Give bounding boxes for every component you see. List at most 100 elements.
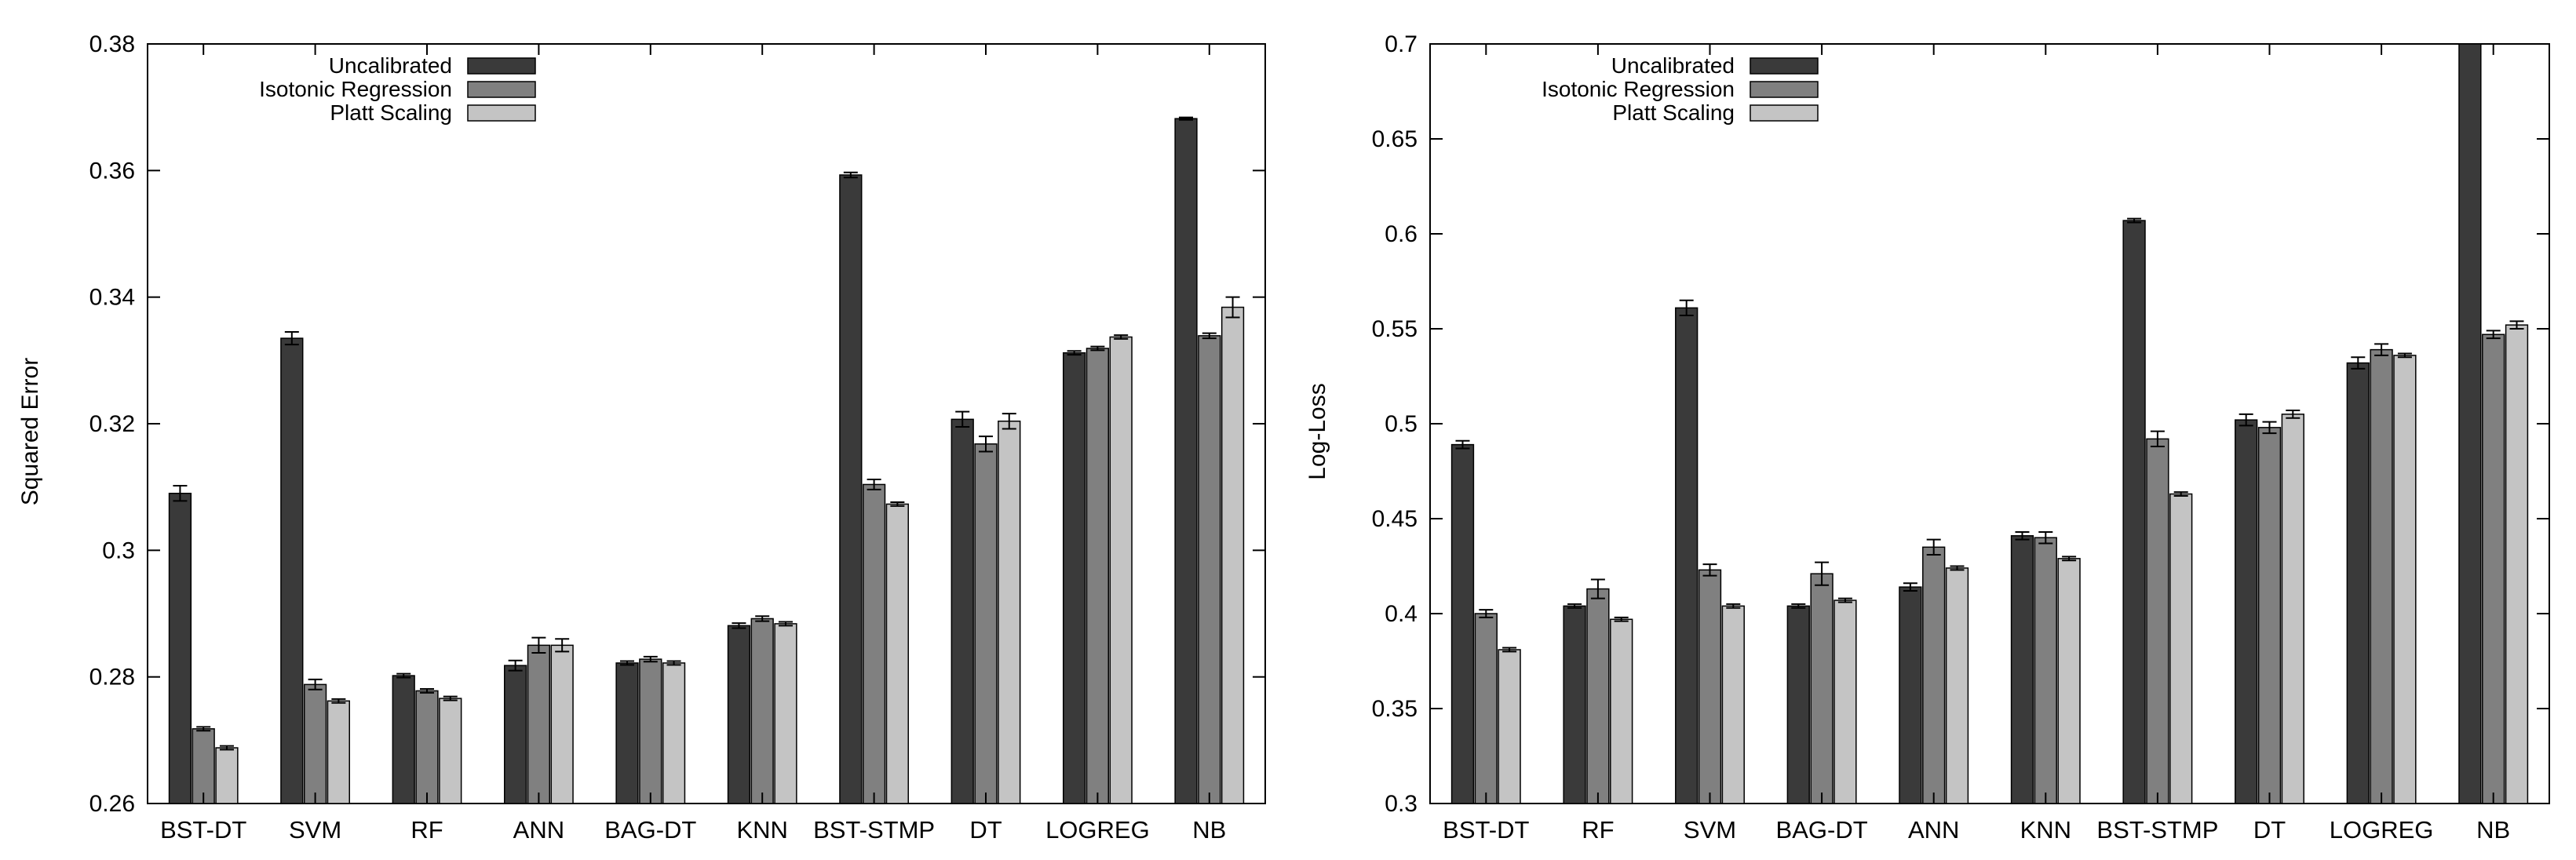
bar-isotonic-knn bbox=[750, 618, 774, 804]
bar-platt-bst-dt bbox=[215, 747, 239, 804]
y-tick-label: 0.55 bbox=[1372, 316, 1418, 342]
category-label: LOGREG bbox=[1045, 816, 1150, 844]
error-bar-platt-knn bbox=[778, 621, 793, 627]
y-tick-label: 0.3 bbox=[1385, 791, 1418, 817]
bar-uncalibrated-rf bbox=[1563, 605, 1586, 804]
y-tick-label: 0.6 bbox=[1385, 221, 1418, 247]
category-label: BST-STMP bbox=[813, 816, 935, 844]
error-bar-platt-bst-stmp bbox=[2173, 491, 2188, 497]
y-tick-label: 0.28 bbox=[89, 665, 135, 691]
category-label: DT bbox=[2253, 816, 2286, 844]
category-label: LOGREG bbox=[2330, 816, 2434, 844]
error-bar-isotonic-knn bbox=[755, 615, 770, 622]
y-tick-label: 0.45 bbox=[1372, 506, 1418, 532]
error-bar-platt-knn bbox=[2062, 556, 2077, 562]
error-bar-platt-logreg bbox=[1114, 334, 1129, 340]
bar-isotonic-logreg bbox=[2370, 348, 2393, 804]
bar-uncalibrated-bst-stmp bbox=[839, 174, 863, 804]
y-tick-label: 0.4 bbox=[1385, 601, 1418, 627]
bar-uncalibrated-bag-dt bbox=[1786, 605, 1810, 804]
category-label: BST-DT bbox=[1443, 816, 1529, 844]
error-bar-isotonic-bst-stmp bbox=[867, 478, 881, 490]
bar-platt-bst-dt bbox=[1498, 649, 1521, 804]
chart-panel-2: 0.3 0.35 0.4 0.45 0.5 0.55 0.6 0.65 0.7 Log-Loss B… bbox=[1304, 31, 2550, 844]
bar-platt-rf bbox=[1610, 618, 1633, 804]
error-bar-uncalibrated-logreg bbox=[1067, 350, 1082, 356]
error-bar-isotonic-rf bbox=[420, 687, 434, 694]
bar-platt-knn bbox=[774, 623, 797, 804]
bar-isotonic-rf bbox=[1586, 588, 1610, 804]
error-bar-uncalibrated-bst-stmp bbox=[2127, 217, 2142, 224]
error-bar-isotonic-ann bbox=[1926, 538, 1941, 556]
error-bar-uncalibrated-knn bbox=[2015, 530, 2030, 541]
bar-uncalibrated-svm bbox=[1675, 307, 1698, 804]
bar-isotonic-bag-dt bbox=[639, 658, 662, 804]
bar-uncalibrated-bag-dt bbox=[615, 662, 639, 804]
y-tick-label: 0.36 bbox=[89, 158, 135, 184]
error-bar-platt-bst-dt bbox=[1502, 647, 1517, 653]
bar-isotonic-bst-dt bbox=[192, 728, 215, 804]
category-label: KNN bbox=[736, 816, 787, 844]
error-bar-platt-rf bbox=[443, 695, 458, 701]
legend-label-platt: Platt Scaling bbox=[1612, 100, 1735, 125]
error-bar-isotonic-bag-dt bbox=[643, 655, 658, 663]
category-label: NB bbox=[2476, 816, 2510, 844]
error-bar-platt-bag-dt bbox=[1837, 597, 1852, 603]
bar-platt-bag-dt bbox=[1833, 599, 1857, 804]
error-bar-isotonic-knn bbox=[2038, 530, 2053, 545]
error-bar-platt-bst-dt bbox=[219, 745, 234, 751]
category-label: ANN bbox=[1908, 816, 1959, 844]
bar-platt-svm bbox=[327, 700, 351, 804]
bar-isotonic-dt bbox=[974, 443, 998, 804]
error-bar-uncalibrated-bst-dt bbox=[1455, 439, 1470, 450]
error-bar-isotonic-nb bbox=[1202, 332, 1217, 340]
legend-swatch-platt bbox=[1750, 104, 1819, 122]
bar-uncalibrated-bst-dt bbox=[1450, 443, 1475, 804]
bar-uncalibrated-nb bbox=[2458, 44, 2482, 804]
legend-label-platt: Platt Scaling bbox=[330, 100, 452, 125]
bar-uncalibrated-bst-dt bbox=[168, 492, 192, 804]
category-label: RF bbox=[410, 816, 443, 844]
category-label: BAG-DT bbox=[604, 816, 696, 844]
y-tick-label: 0.65 bbox=[1372, 126, 1418, 152]
y-tick-label: 0.32 bbox=[89, 411, 135, 437]
legend-swatch-uncalibrated bbox=[467, 57, 536, 75]
bar-platt-knn bbox=[2057, 558, 2081, 804]
error-bar-isotonic-dt bbox=[979, 435, 993, 453]
bar-platt-ann bbox=[1945, 567, 1969, 804]
bar-platt-bst-stmp bbox=[885, 503, 910, 804]
error-bar-isotonic-dt bbox=[2262, 421, 2277, 435]
error-bar-uncalibrated-nb bbox=[1179, 116, 1194, 121]
error-bar-platt-rf bbox=[1614, 616, 1629, 622]
error-bar-isotonic-svm bbox=[1702, 563, 1717, 577]
bar-platt-logreg bbox=[2393, 355, 2417, 804]
error-bar-uncalibrated-dt bbox=[2238, 413, 2253, 427]
legend-swatch-isotonic bbox=[467, 81, 536, 98]
error-bar-platt-dt bbox=[1002, 413, 1016, 430]
error-bar-uncalibrated-knn bbox=[732, 622, 746, 629]
legend-label-isotonic: Isotonic Regression bbox=[1542, 77, 1735, 101]
bar-isotonic-knn bbox=[2034, 537, 2057, 804]
error-bar-uncalibrated-rf bbox=[396, 672, 411, 679]
y-axis-title: Squared Error bbox=[17, 358, 43, 505]
y-axis-title: Log-Loss bbox=[1304, 383, 1330, 479]
bar-isotonic-ann bbox=[1922, 546, 1946, 804]
bar-isotonic-rf bbox=[415, 690, 439, 804]
bar-uncalibrated-logreg bbox=[2346, 362, 2370, 804]
error-bar-isotonic-svm bbox=[308, 678, 323, 691]
bar-platt-svm bbox=[1721, 605, 1745, 804]
bar-platt-logreg bbox=[1109, 336, 1133, 804]
error-bar-uncalibrated-svm bbox=[284, 331, 299, 346]
bar-platt-nb bbox=[2505, 324, 2529, 804]
error-bar-uncalibrated-ann bbox=[1903, 582, 1917, 592]
chart-panel-1: 0.26 0.28 0.3 0.32 0.34 0.36 0.38 Squared Error… bbox=[17, 31, 1266, 844]
error-bar-isotonic-rf bbox=[1590, 578, 1605, 599]
error-bar-uncalibrated-dt bbox=[955, 410, 970, 428]
error-bar-isotonic-bst-dt bbox=[1479, 609, 1494, 618]
bar-isotonic-ann bbox=[527, 644, 551, 804]
category-label: SVM bbox=[289, 816, 341, 844]
bar-isotonic-nb bbox=[2482, 333, 2505, 804]
